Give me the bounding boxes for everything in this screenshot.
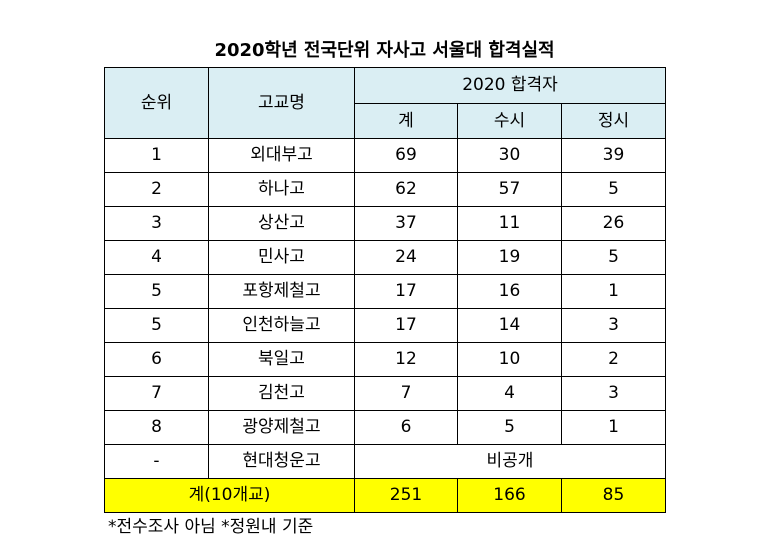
school-cell: 김천고 [208,376,355,411]
total-cell: 7 [354,376,458,411]
jeongsi-cell: 1 [561,274,666,309]
undisclosed-cell: 비공개 [354,444,666,479]
rank-cell: - [104,444,209,479]
header-total: 계 [354,103,458,139]
rank-cell: 8 [104,410,209,445]
total-susi-cell: 166 [457,478,562,513]
header-row: 순위 고교명 2020 합격자 [104,67,666,139]
total-cell: 24 [354,240,458,275]
table-body: 순위 고교명 2020 합격자 계 수시 정시 1 외대부고 69 30 39 2 하나고 6… [104,67,666,513]
table-row: 6 북일고 12 10 2 [104,342,666,377]
rank-cell: 5 [104,274,209,309]
header-group: 2020 합격자 [354,67,666,104]
school-cell: 상산고 [208,206,355,241]
rank-cell: 1 [104,138,209,173]
total-cell: 6 [354,410,458,445]
total-jeongsi-cell: 85 [561,478,666,513]
school-cell: 인천하늘고 [208,308,355,343]
admissions-table: 순위 고교명 2020 합격자 계 수시 정시 1 외대부고 69 30 39 2 하나고 6… [104,67,666,513]
table-row-undisclosed: - 현대청운고 비공개 [104,444,666,479]
jeongsi-cell: 3 [561,376,666,411]
jeongsi-cell: 26 [561,206,666,241]
rank-cell: 3 [104,206,209,241]
total-cell: 37 [354,206,458,241]
header-rank: 순위 [104,67,209,139]
table-row: 2 하나고 62 57 5 [104,172,666,207]
table-row: 5 인천하늘고 17 14 3 [104,308,666,343]
total-cell: 62 [354,172,458,207]
header-school: 고교명 [208,67,355,139]
susi-cell: 30 [457,138,562,173]
school-cell: 민사고 [208,240,355,275]
susi-cell: 16 [457,274,562,309]
susi-cell: 10 [457,342,562,377]
school-cell: 광양제철고 [208,410,355,445]
table-row: 3 상산고 37 11 26 [104,206,666,241]
total-cell: 17 [354,274,458,309]
susi-cell: 4 [457,376,562,411]
school-cell: 북일고 [208,342,355,377]
susi-cell: 57 [457,172,562,207]
header-jeongsi: 정시 [561,103,666,139]
jeongsi-cell: 2 [561,342,666,377]
table-row: 4 민사고 24 19 5 [104,240,666,275]
total-row: 계(10개교) 251 166 85 [104,478,666,513]
header-susi: 수시 [457,103,562,139]
table-row: 7 김천고 7 4 3 [104,376,666,411]
total-sum-cell: 251 [354,478,458,513]
rank-cell: 6 [104,342,209,377]
jeongsi-cell: 39 [561,138,666,173]
school-cell: 하나고 [208,172,355,207]
susi-cell: 11 [457,206,562,241]
susi-cell: 5 [457,410,562,445]
total-label-cell: 계(10개교) [104,478,355,513]
jeongsi-cell: 5 [561,240,666,275]
table-row: 5 포항제철고 17 16 1 [104,274,666,309]
school-cell: 현대청운고 [208,444,355,479]
subheader-row: 계 수시 정시 [105,103,666,139]
jeongsi-cell: 3 [561,308,666,343]
table-row: 1 외대부고 69 30 39 [104,138,666,173]
rank-cell: 5 [104,308,209,343]
susi-cell: 14 [457,308,562,343]
school-cell: 포항제철고 [208,274,355,309]
total-cell: 69 [354,138,458,173]
jeongsi-cell: 5 [561,172,666,207]
table-row: 8 광양제철고 6 5 1 [104,410,666,445]
rank-cell: 4 [104,240,209,275]
jeongsi-cell: 1 [561,410,666,445]
footnote: *전수조사 아님 *정원내 기준 [108,517,314,537]
rank-cell: 7 [104,376,209,411]
total-cell: 12 [354,342,458,377]
table-title: 2020학년 전국단위 자사고 서울대 합격실적 [214,40,555,61]
rank-cell: 2 [104,172,209,207]
total-cell: 17 [354,308,458,343]
susi-cell: 19 [457,240,562,275]
school-cell: 외대부고 [208,138,355,173]
